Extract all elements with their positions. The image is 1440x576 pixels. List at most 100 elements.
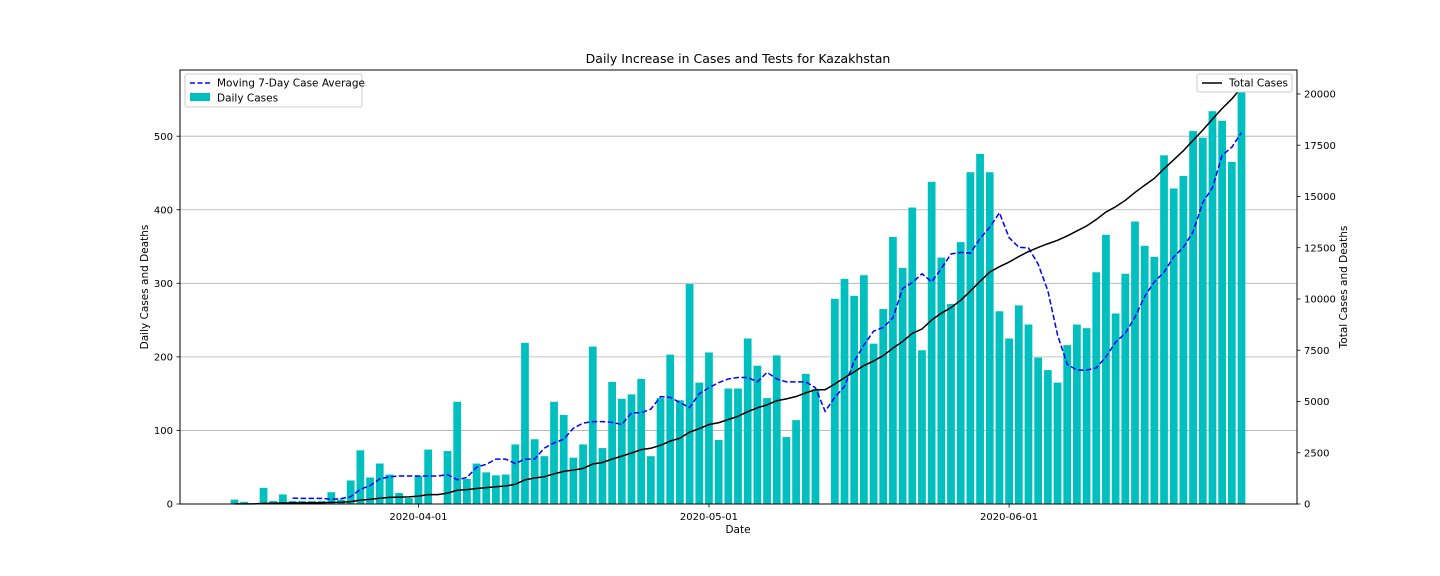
daily-cases-bar — [1140, 245, 1149, 505]
daily-cases-bar — [598, 448, 607, 504]
daily-cases-bar — [1034, 357, 1043, 504]
daily-cases-bar — [366, 477, 374, 504]
daily-cases-bar — [869, 343, 878, 504]
daily-cases-bar — [501, 474, 510, 504]
daily-cases-bar — [404, 498, 413, 504]
daily-cases-bar — [1198, 137, 1207, 505]
right-axis-ticks: 0 2500 5000 7500 10000 12500 15000 17500 20000 — [1297, 90, 1336, 511]
daily-cases-bar — [840, 278, 849, 504]
daily-cases-bar — [1053, 382, 1062, 504]
legend-left: Moving 7-Day Case Average Daily Cases — [184, 73, 365, 108]
daily-cases-bar — [463, 478, 471, 504]
x-axis-label: Date — [725, 524, 750, 536]
daily-cases-bar — [443, 451, 452, 504]
x-axis-ticks: 2020-04-01 2020-05-01 2020-06-01 — [389, 504, 1038, 523]
right-tick-label: 12500 — [1304, 243, 1336, 254]
daily-cases-bar — [608, 381, 616, 504]
daily-cases-bar — [1005, 338, 1013, 504]
daily-cases-bar — [685, 284, 694, 504]
daily-cases-bar — [230, 499, 239, 504]
daily-cases-bar — [259, 487, 268, 504]
daily-cases-bar — [1082, 328, 1091, 504]
daily-cases-bar — [937, 257, 946, 504]
daily-cases-bar — [472, 463, 481, 504]
daily-cases-bar — [279, 494, 287, 504]
daily-cases-bar — [1169, 188, 1178, 504]
daily-cases-bar — [356, 450, 365, 504]
daily-cases-bar — [705, 352, 713, 504]
daily-cases-bar — [734, 388, 742, 504]
daily-cases-bar — [753, 365, 762, 504]
daily-cases-bar — [879, 309, 888, 504]
daily-cases-bar — [830, 298, 839, 504]
daily-cases-bar — [1073, 324, 1081, 504]
gridlines — [180, 135, 1297, 431]
right-tick-label: 5000 — [1304, 397, 1329, 408]
legend-average-label: Moving 7-Day Case Average — [217, 78, 365, 90]
left-tick-label: 100 — [154, 426, 173, 437]
daily-cases-bar — [617, 398, 626, 504]
daily-cases-bar — [724, 388, 733, 504]
legend-bars-label: Daily Cases — [217, 93, 278, 105]
daily-cases-bar — [860, 275, 868, 504]
chart-title: Daily Increase in Cases and Tests for Ka… — [586, 51, 891, 66]
daily-cases-bar — [646, 456, 655, 504]
daily-cases-bar — [1218, 120, 1227, 505]
x-tick-label: 2020-06-01 — [980, 512, 1038, 523]
right-tick-label: 10000 — [1304, 295, 1336, 306]
right-tick-label: 2500 — [1304, 448, 1329, 459]
daily-cases-bar — [695, 382, 704, 504]
daily-cases-bar — [385, 474, 394, 504]
moving-average-line — [292, 132, 1243, 501]
left-tick-label: 500 — [154, 132, 173, 143]
daily-cases-bar — [550, 401, 558, 504]
left-tick-label: 300 — [154, 279, 173, 290]
daily-cases-bar — [782, 437, 791, 504]
left-tick-label: 400 — [154, 205, 173, 216]
daily-cases-bar — [850, 295, 859, 504]
daily-cases-bar — [976, 153, 984, 505]
daily-cases-bar — [1179, 175, 1188, 505]
right-tick-label: 17500 — [1304, 141, 1336, 152]
legend-left-box — [184, 73, 363, 108]
daily-cases-bar — [375, 463, 384, 504]
daily-cases-bar — [579, 444, 587, 504]
legend-total-label: Total Cases — [1228, 78, 1288, 90]
daily-cases-bar — [927, 181, 936, 504]
daily-cases-bar — [395, 492, 403, 504]
daily-cases-bar — [985, 172, 994, 505]
daily-cases-bar — [889, 236, 897, 504]
daily-cases-bar — [530, 439, 539, 504]
daily-cases-bar — [588, 346, 597, 504]
daily-cases-bar — [453, 401, 462, 504]
daily-cases-bar — [637, 378, 646, 504]
daily-cases-bar — [1014, 305, 1023, 504]
daily-cases-bar — [763, 398, 771, 504]
plot-frame — [179, 69, 1298, 505]
daily-cases-bar — [1189, 131, 1197, 504]
daily-cases-bar — [1150, 256, 1159, 504]
daily-cases-bar — [1102, 234, 1110, 504]
daily-cases-bar — [908, 207, 917, 504]
daily-cases-bar — [1208, 111, 1217, 504]
daily-cases-bar — [1237, 86, 1246, 505]
daily-cases-bar — [792, 420, 800, 504]
daily-cases-bar — [656, 398, 665, 504]
daily-cases-bar — [995, 311, 1004, 504]
daily-cases-bar — [676, 400, 684, 504]
right-axis-label: Total Cases and Deaths — [1338, 226, 1350, 350]
legend-right-box — [1196, 73, 1293, 93]
left-axis-ticks: 0 100 200 300 400 500 — [154, 132, 180, 511]
daily-cases-bar — [947, 303, 955, 504]
daily-cases-bar — [627, 394, 636, 504]
left-tick-label: 200 — [154, 352, 173, 363]
daily-cases-bar — [1160, 155, 1168, 505]
daily-cases-bar — [1063, 345, 1072, 504]
daily-cases-bar — [801, 373, 810, 504]
right-tick-label: 15000 — [1304, 192, 1336, 203]
daily-cases-bar — [1024, 324, 1033, 504]
daily-cases-bar — [811, 389, 820, 504]
daily-cases-bar — [898, 267, 907, 504]
x-tick-label: 2020-04-01 — [389, 512, 447, 523]
